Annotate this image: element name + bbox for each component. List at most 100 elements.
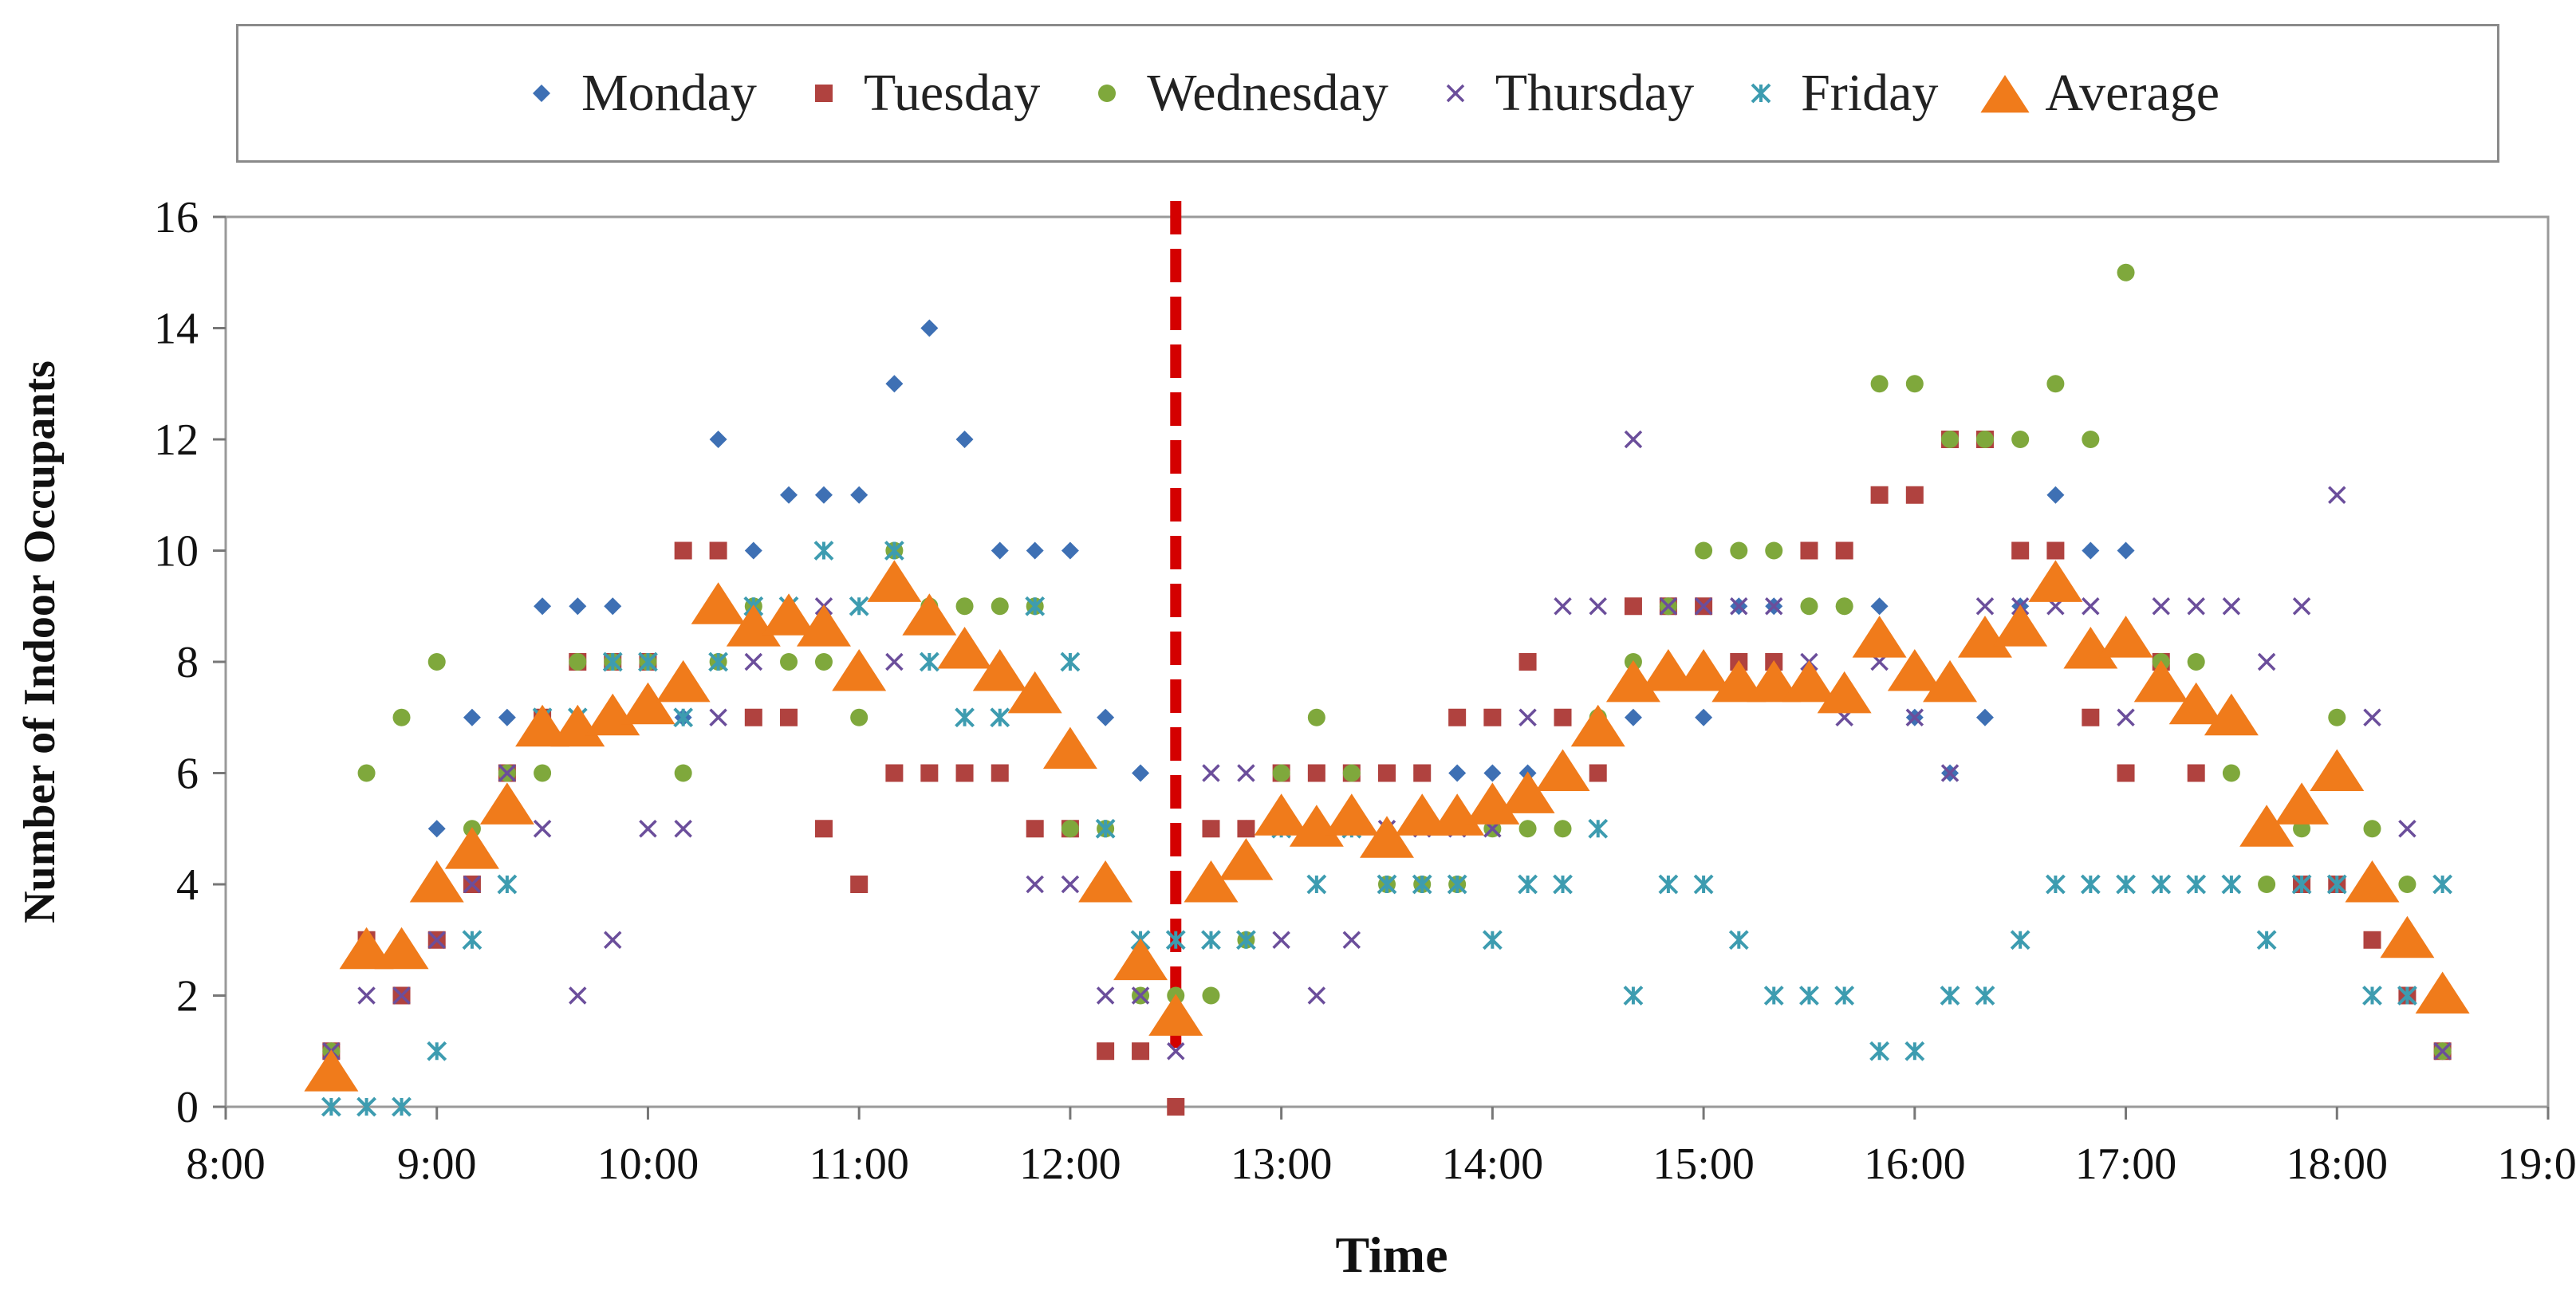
wednesday-point bbox=[1272, 764, 1290, 782]
thursday-point bbox=[885, 652, 904, 671]
y-tick-label: 8 bbox=[176, 638, 199, 687]
x-tick-label: 10:00 bbox=[597, 1139, 699, 1189]
legend-marker bbox=[532, 85, 550, 102]
average-point bbox=[1500, 771, 1555, 813]
monday-point bbox=[427, 820, 446, 838]
tuesday-point bbox=[1132, 1042, 1150, 1061]
legend-swatch-average bbox=[1980, 75, 2030, 113]
average-point bbox=[444, 827, 499, 869]
legend: Monday Tuesday Wednesday Thursday Friday Aver… bbox=[236, 24, 2499, 163]
tuesday-point bbox=[2046, 541, 2065, 560]
average-point bbox=[937, 627, 992, 669]
wednesday-point bbox=[1518, 820, 1537, 838]
friday-point bbox=[884, 541, 904, 561]
average-point bbox=[1641, 648, 1696, 691]
thursday-point bbox=[1554, 597, 1572, 616]
average-point bbox=[832, 648, 887, 691]
average-point bbox=[1184, 860, 1239, 903]
average-point bbox=[2310, 749, 2365, 791]
average-point bbox=[479, 782, 534, 825]
thursday-point bbox=[1061, 875, 1080, 894]
friday-point bbox=[1377, 874, 1397, 895]
friday-point bbox=[602, 651, 623, 672]
wednesday-point bbox=[2398, 876, 2416, 893]
thursday-point bbox=[463, 875, 482, 894]
average-point bbox=[2028, 560, 2083, 602]
monday-point bbox=[2082, 541, 2100, 560]
friday-point bbox=[2080, 874, 2101, 895]
legend-label: Wednesday bbox=[1147, 64, 1388, 122]
average-point bbox=[2204, 693, 2259, 736]
average-point bbox=[2275, 782, 2330, 825]
friday-point bbox=[2362, 986, 2382, 1006]
friday-point bbox=[392, 1096, 412, 1117]
tuesday-point bbox=[1413, 764, 1432, 782]
friday-point bbox=[1025, 596, 1046, 616]
friday-point bbox=[1201, 930, 1221, 951]
y-tick-label: 2 bbox=[176, 972, 199, 1021]
thursday-point bbox=[1765, 597, 1783, 616]
friday-point bbox=[1658, 874, 1679, 895]
friday-point bbox=[2291, 874, 2312, 895]
legend-item-thursday: Thursday bbox=[1430, 63, 1694, 124]
average-point bbox=[1676, 648, 1731, 691]
wednesday-point bbox=[2011, 431, 2030, 448]
tuesday-point bbox=[1237, 820, 1255, 838]
thursday-point bbox=[1202, 764, 1220, 782]
thursday-point bbox=[533, 820, 552, 838]
legend-item-friday: Friday bbox=[1735, 63, 1938, 124]
tuesday-point bbox=[1905, 486, 1924, 504]
thursday-point bbox=[604, 931, 622, 949]
average-point bbox=[1535, 749, 1590, 791]
legend-swatch-tuesday bbox=[814, 85, 833, 102]
monday-point bbox=[780, 486, 798, 504]
average-point bbox=[1852, 616, 1907, 658]
friday-point bbox=[1728, 930, 1749, 951]
y-axis: 0 2 4 6 8 10 12 14 16 bbox=[154, 193, 226, 1132]
thursday-point bbox=[2082, 597, 2100, 616]
tuesday-point bbox=[1483, 708, 1502, 726]
friday-point bbox=[2326, 874, 2347, 895]
monday-point bbox=[2046, 486, 2065, 504]
legend-marker bbox=[1980, 75, 2030, 113]
average-point bbox=[1993, 604, 2048, 647]
wednesday-point bbox=[1342, 764, 1361, 782]
friday-point bbox=[2432, 874, 2453, 895]
friday-point bbox=[1940, 986, 1960, 1006]
legend-row: Monday Tuesday Wednesday Thursday Friday Aver… bbox=[238, 26, 2497, 160]
tuesday-point bbox=[2117, 764, 2135, 782]
average-point bbox=[1817, 671, 1872, 714]
x-tick-label: 15:00 bbox=[1652, 1139, 1755, 1189]
wednesday-point bbox=[1800, 597, 1818, 616]
thursday-point bbox=[2257, 652, 2276, 671]
friday-point bbox=[1975, 986, 1995, 1006]
legend-swatch-friday bbox=[1751, 83, 1771, 104]
friday-point bbox=[1588, 818, 1609, 839]
legend-marker bbox=[1751, 83, 1771, 104]
wednesday-point bbox=[1941, 431, 1960, 448]
thursday-point bbox=[2328, 486, 2346, 504]
legend-swatch-thursday bbox=[1446, 84, 1465, 103]
tuesday-point bbox=[2363, 931, 2381, 949]
wednesday-point bbox=[780, 653, 798, 671]
monday-point bbox=[1026, 541, 1044, 560]
wednesday-point bbox=[569, 653, 587, 671]
thursday-point bbox=[639, 820, 657, 838]
friday-point bbox=[1095, 818, 1116, 839]
average-point bbox=[2168, 682, 2223, 725]
thursday-point bbox=[1975, 597, 1995, 616]
average-point bbox=[2380, 915, 2435, 958]
thursday-point bbox=[1589, 597, 1607, 616]
friday-point bbox=[1482, 930, 1503, 951]
legend-label: Tuesday bbox=[863, 64, 1041, 122]
thursday-point bbox=[2187, 597, 2205, 616]
average-point bbox=[2415, 971, 2470, 1014]
tuesday-point bbox=[991, 764, 1009, 782]
monday-point bbox=[885, 375, 904, 393]
thursday-point bbox=[498, 764, 517, 782]
x-tick-label: 14:00 bbox=[1442, 1139, 1544, 1189]
average-point bbox=[2239, 805, 2294, 847]
monday-point bbox=[1975, 708, 1994, 726]
monday-point bbox=[920, 319, 939, 337]
thursday-point bbox=[1131, 986, 1150, 1005]
